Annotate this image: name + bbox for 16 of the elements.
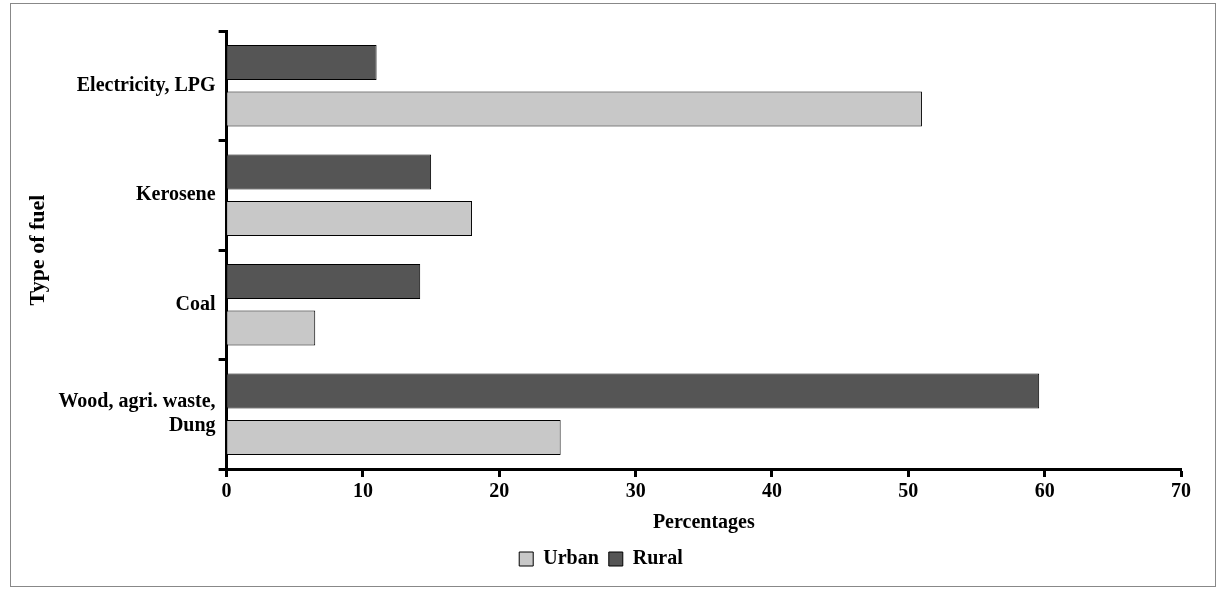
x-tick-label: 60 bbox=[1034, 479, 1055, 502]
x-tick-label: 50 bbox=[898, 479, 919, 502]
y-tick-label: Kerosene bbox=[136, 182, 216, 205]
x-tick-label: 40 bbox=[761, 479, 782, 502]
x-tick-label: 70 bbox=[1171, 479, 1191, 502]
y-tick-label: Coal bbox=[175, 291, 217, 314]
x-tick-label: 0 bbox=[221, 479, 232, 502]
y-tick-label: Wood, agri. waste, Dung bbox=[58, 389, 216, 437]
legend-label: Urban bbox=[543, 546, 599, 569]
y-tick-label: Electricity, LPG bbox=[76, 72, 217, 96]
y-axis-title: Type of fuel bbox=[23, 194, 49, 306]
x-tick-label: 30 bbox=[625, 479, 646, 502]
x-tick-label: 10 bbox=[352, 479, 373, 502]
x-axis-title: Percentages bbox=[652, 510, 755, 534]
legend-label: Rural bbox=[632, 546, 684, 569]
x-tick-label: 20 bbox=[489, 479, 510, 502]
